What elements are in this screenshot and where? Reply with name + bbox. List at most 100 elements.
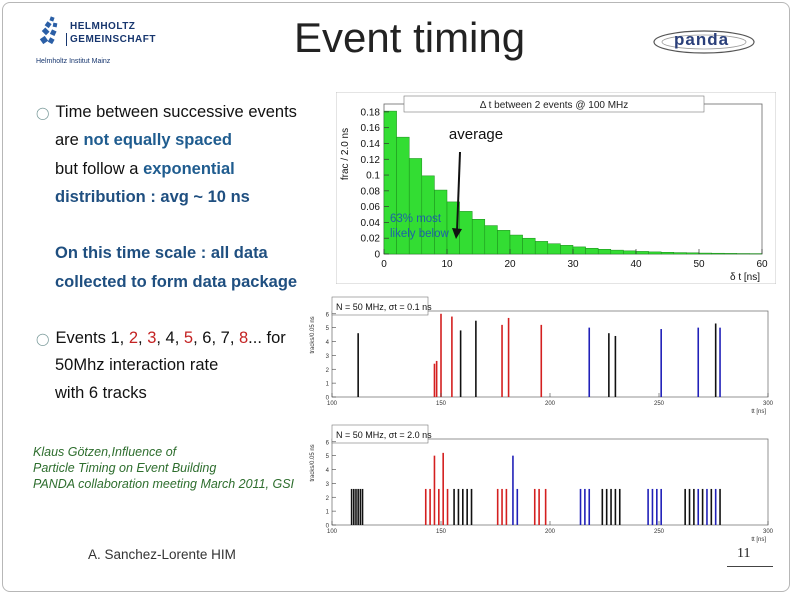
- pulse-y-tick-label: 1: [326, 382, 330, 388]
- pulse-y-tick-label: 2: [326, 368, 330, 374]
- histogram-y-tick-label: 0.1: [366, 171, 380, 182]
- bullet-marker-icon: ◯: [36, 106, 50, 120]
- pulse-x-tick-label: 300: [763, 529, 774, 535]
- histogram-y-tick-label: 0.14: [361, 139, 381, 150]
- helmholtz-emblem-icon: [39, 16, 58, 45]
- histogram-bar: [610, 249, 624, 255]
- pulse-y-tick-label: 3: [326, 482, 330, 488]
- histogram-bar: [534, 241, 549, 255]
- average-arrow-line: [456, 151, 461, 233]
- bullet1-line3: but follow a exponential: [55, 160, 235, 179]
- pulse-x-tick-label: 200: [545, 401, 556, 407]
- footer-author: A. Sanchez-Lorente HIM: [88, 547, 236, 562]
- histogram-bar: [673, 252, 687, 255]
- histogram-bar: [572, 246, 586, 255]
- bullet-marker-icon: ◯: [36, 332, 50, 346]
- histogram-y-label: frac / 2.0 ns: [340, 128, 351, 180]
- histogram-chart: Δ t between 2 events @ 100 MHz 0 0.02 0.04 0…: [336, 92, 776, 284]
- histogram-y-tick-label: 0: [374, 250, 380, 261]
- histogram-bar: [497, 230, 511, 255]
- histogram-x-label: δ t [ns]: [730, 272, 760, 283]
- pulse-x-tick-label: 200: [545, 529, 556, 535]
- pulse-y-tick-label: 5: [326, 454, 330, 460]
- histogram-x-tick-label: 60: [756, 259, 768, 270]
- pulse-plot-sigma-2-0: N = 50 MHz, σt = 2.0 ns 0 1 2 3 4 5 6 100 150 200 2…: [310, 424, 774, 543]
- histogram-bar: [522, 237, 536, 255]
- pulse-title: N = 50 MHz, σt = 0.1 ns: [336, 302, 432, 312]
- average-arrow-head: [452, 228, 462, 239]
- pulse-plot-area: [331, 438, 769, 526]
- pulse-x-tick-label: 150: [436, 401, 447, 407]
- pulse-y-tick-label: 3: [326, 354, 330, 360]
- credit-note: Klaus Götzen,Influence of Particle Timin…: [33, 444, 294, 492]
- histogram-bar: [623, 250, 637, 255]
- histogram-y-tick-label: 0.12: [361, 155, 381, 166]
- panda-logo-text: panda: [674, 30, 730, 49]
- histogram-title: Δ t between 2 events @ 100 MHz: [480, 100, 629, 111]
- event-number-3: 3: [147, 329, 157, 347]
- exponential-emphasis: exponential: [143, 160, 235, 178]
- pulse-x-tick-label: 100: [327, 529, 338, 535]
- pulse-x-tick-label: 250: [654, 529, 665, 535]
- pulse-y-tick-label: 4: [326, 340, 330, 346]
- histogram-y-tick-label: 0.06: [361, 202, 381, 213]
- histogram-x-tick-label: 20: [504, 259, 516, 270]
- histogram-x-tick-label: 10: [441, 259, 453, 270]
- histogram-bar: [635, 251, 649, 255]
- bullet1-line3-pre: but follow a: [55, 160, 144, 178]
- histogram-bar: [471, 219, 486, 255]
- pulse-plot-sigma-0-1: N = 50 MHz, σt = 0.1 ns 0 1 2 3 4 5 6 100 150 200 2…: [310, 296, 774, 415]
- histogram-bar: [723, 253, 738, 255]
- histogram-bar: [459, 211, 473, 255]
- note-line1: On this time scale : all data: [55, 244, 268, 262]
- event-number-6: 6: [202, 329, 212, 347]
- slide-title: Event timing: [294, 14, 526, 61]
- bullet1-line2-pre: are: [55, 131, 84, 149]
- event-number-5: 5: [183, 329, 194, 347]
- pulse-title-box: [331, 424, 429, 444]
- pulse-y-tick-label: 1: [326, 510, 330, 516]
- pulse-x-tick-label: 150: [436, 529, 447, 535]
- event-number-7: 7: [220, 329, 230, 347]
- pulse-y-tick-label: 0: [326, 396, 330, 402]
- pulse-x-tick-label: 300: [763, 401, 774, 407]
- bullet1-line4: distribution : avg ~ 10 ns: [55, 188, 250, 206]
- histogram-x-tick-label: 0: [381, 259, 387, 270]
- histogram-y-tick-label: 0.04: [361, 218, 381, 229]
- pulse-x-label: tt [ns]: [751, 409, 766, 415]
- histogram-bar: [660, 252, 675, 255]
- pulse-y-tick-label: 4: [326, 468, 330, 474]
- histogram-bar: [585, 247, 599, 255]
- histogram-y-tick-label: 0.08: [361, 186, 381, 197]
- event-number-1: 1: [110, 329, 120, 347]
- average-annotation: average: [449, 126, 503, 143]
- pulse-y-label: tracks/0.05 ns: [310, 444, 316, 481]
- pulse-title-box: [331, 296, 429, 316]
- bullet2-line3: with 6 tracks: [55, 384, 147, 402]
- pulse-y-tick-label: 6: [326, 440, 330, 446]
- histogram-x-tick-label: 30: [567, 259, 579, 270]
- histogram-bar: [509, 234, 523, 255]
- histogram-bar: [597, 249, 612, 255]
- histogram-x-tick-label: 40: [630, 259, 642, 270]
- pulse-y-tick-label: 5: [326, 326, 330, 332]
- page-number: 11: [737, 546, 751, 561]
- bullet2-line2: 50Mhz interaction rate: [55, 356, 219, 374]
- bullet1-line1: Time between successive events: [55, 103, 297, 121]
- credit-line3: PANDA collaboration meeting March 2011, …: [33, 477, 295, 491]
- helmholtz-subline: Helmholtz Institut Mainz: [36, 58, 111, 65]
- shade-label-line2: likely below: [390, 228, 449, 240]
- panda-logo: panda: [652, 28, 762, 56]
- note-line2: collected to form data package: [55, 273, 298, 291]
- histogram-x-tick-label: 50: [693, 259, 705, 270]
- shade-label-line1: 63% most: [390, 213, 442, 225]
- helmholtz-line2: GEMEINSCHAFT: [66, 33, 156, 46]
- histogram-title-box: [403, 95, 705, 113]
- histogram-bar: [686, 252, 700, 255]
- helmholtz-line1: HELMHOLTZ: [70, 21, 136, 32]
- not-equally-spaced-emphasis: not equally spaced: [83, 131, 232, 149]
- pulse-y-tick-label: 2: [326, 496, 330, 502]
- bullet-events-sequence: ◯ Events 1, 2, 3, 4, 5, 6, 7, 8... for: [36, 329, 286, 347]
- pulse-y-tick-label: 6: [326, 312, 330, 318]
- pulse-y-tick-label: 0: [326, 524, 330, 530]
